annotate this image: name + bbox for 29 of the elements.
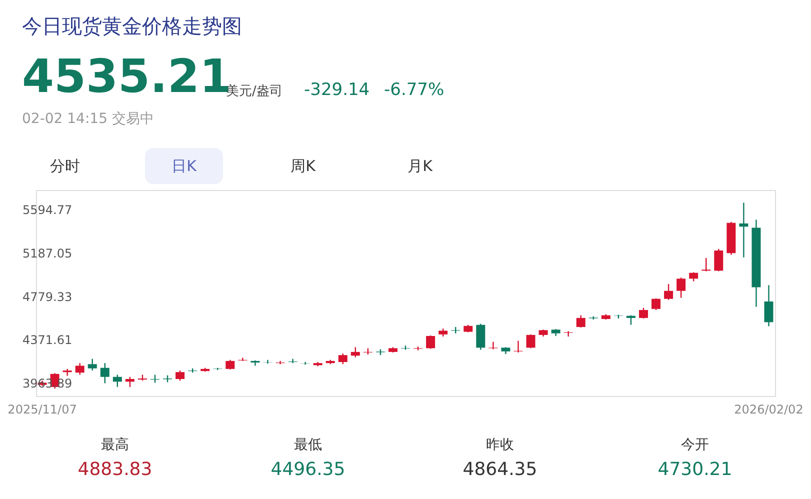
text: 最低 xyxy=(294,437,322,453)
text: -6.77% xyxy=(384,80,444,100)
candlestick xyxy=(88,358,97,372)
y-tick-label: 4371.61 xyxy=(22,333,72,348)
text: -329.14 xyxy=(304,80,370,100)
text: 日K xyxy=(172,157,198,175)
text: 4730.21 xyxy=(658,459,732,480)
x-tick-label: 2025/11/07 xyxy=(8,402,77,416)
text: 4496.35 xyxy=(270,459,346,480)
text: 周K xyxy=(290,157,317,175)
text: 最高 xyxy=(101,437,129,453)
x-tick-label: 2026/02/02 xyxy=(734,402,804,416)
y-tick-label: 5594.77 xyxy=(22,203,72,218)
text: 今开 xyxy=(681,437,709,453)
candlestick xyxy=(676,277,686,298)
text: 02-02 14:15 交易中 xyxy=(22,111,154,127)
y-tick-label: 4779.33 xyxy=(22,290,72,304)
y-tick-label: 5187.05 xyxy=(22,246,72,260)
text: 分时 xyxy=(50,157,80,175)
candlestick xyxy=(401,344,410,350)
candlestick xyxy=(338,352,348,365)
text: 昨收 xyxy=(486,437,514,453)
chart-title: 今日现货黄金价格走势图 xyxy=(22,14,242,38)
candlestick xyxy=(501,346,510,355)
text: 4864.35 xyxy=(462,459,538,480)
candlestick xyxy=(176,370,185,382)
text: 4883.83 xyxy=(78,459,152,480)
text: 月K xyxy=(408,157,434,175)
candlestick xyxy=(551,328,560,337)
